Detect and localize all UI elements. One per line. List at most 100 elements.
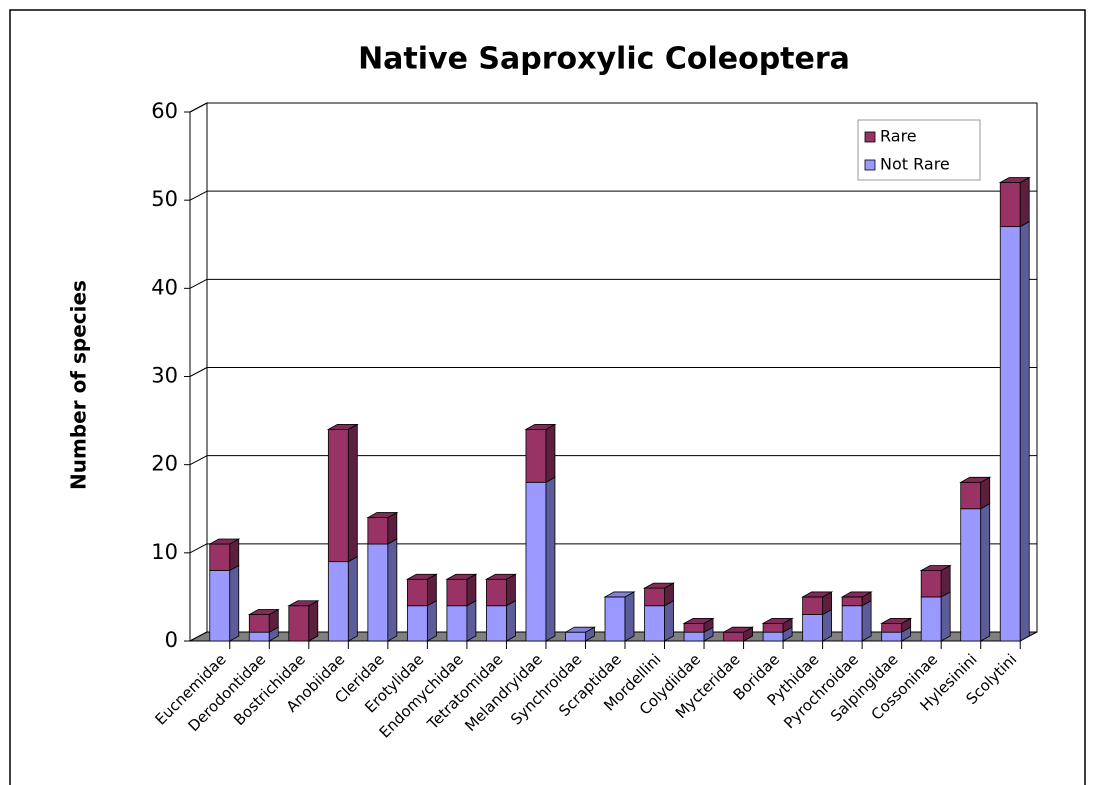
bar-segment — [723, 631, 744, 642]
bar-top — [801, 591, 834, 598]
bar-side — [545, 423, 556, 483]
bar-segment — [406, 578, 428, 607]
bar-top — [366, 512, 399, 518]
y-tick-label: 10 — [151, 540, 178, 564]
legend-box — [857, 119, 981, 181]
bar-segment — [683, 622, 705, 633]
bar-segment — [486, 605, 507, 642]
bar-side — [506, 573, 516, 607]
bar-segment — [999, 226, 1021, 642]
bar-top — [959, 476, 992, 483]
bar-top — [524, 424, 557, 430]
bar-segment — [999, 182, 1021, 228]
bar-top — [682, 617, 715, 624]
bar-segment — [960, 481, 982, 510]
bar-side — [426, 573, 437, 607]
legend: Rare Not Rare — [857, 119, 981, 181]
bar-segment — [920, 570, 942, 598]
legend-label: Rare — [880, 127, 917, 146]
bar-segment — [762, 631, 784, 642]
bar-top — [484, 573, 517, 580]
grid-line — [189, 190, 208, 201]
bar-top — [247, 609, 280, 615]
bar-side — [940, 591, 951, 642]
bar-side — [980, 476, 991, 510]
bar-side — [229, 564, 240, 642]
bar-side — [980, 503, 991, 642]
bar-side — [466, 600, 477, 642]
grid-line — [189, 455, 208, 466]
y-tick-label: 30 — [151, 364, 178, 388]
grid-line — [189, 102, 208, 113]
bar-segment — [406, 605, 428, 642]
bar-segment — [327, 428, 349, 563]
bar-segment — [525, 481, 547, 642]
bar-side — [940, 564, 951, 598]
bar-top — [880, 617, 913, 624]
bar-top — [919, 565, 952, 571]
bar-top — [840, 591, 873, 598]
bar-top — [326, 424, 359, 430]
bar-side — [347, 555, 358, 642]
chart-title: Native Saproxylic Coleoptera — [358, 42, 850, 77]
y-tick-label: 40 — [151, 275, 178, 299]
bar-segment — [288, 605, 310, 642]
bar-side — [387, 538, 398, 642]
y-axis-label: Number of species — [67, 280, 91, 490]
bar-top — [603, 591, 636, 598]
bar-top — [642, 582, 676, 589]
bar-segment — [683, 631, 705, 642]
bar-side — [545, 476, 556, 642]
bar-segment — [209, 543, 231, 571]
bar-segment — [960, 508, 982, 642]
bar-segment — [248, 614, 270, 633]
bar-segment — [367, 543, 389, 642]
frame — [9, 9, 1086, 785]
bar-top — [761, 617, 794, 624]
bar-segment — [525, 428, 547, 483]
bar-side — [506, 600, 516, 642]
bar-top — [405, 573, 438, 580]
legend-label: Not Rare — [880, 155, 950, 174]
bar-segment — [841, 605, 863, 642]
bar-side — [308, 600, 319, 642]
bar-segment — [881, 631, 903, 642]
bar-segment — [367, 517, 389, 545]
bar-side — [1019, 176, 1030, 228]
bar-segment — [644, 605, 665, 642]
bar-top — [445, 573, 478, 580]
y-tick-label: 50 — [151, 187, 178, 211]
y-tick-label: 60 — [151, 99, 178, 123]
grid-line — [189, 543, 208, 554]
bar-side — [861, 600, 872, 642]
bar-segment — [802, 596, 824, 615]
bar-segment — [486, 578, 507, 607]
bar-top — [287, 600, 320, 607]
bar-top — [722, 626, 755, 633]
bar-segment — [762, 622, 784, 633]
bar-segment — [920, 596, 942, 642]
legend-swatch — [864, 131, 876, 143]
bar-segment — [327, 561, 349, 642]
bar-segment — [802, 614, 824, 642]
y-tick-label: 0 — [165, 628, 178, 652]
bar-segment — [209, 570, 231, 642]
bar-top — [208, 538, 241, 545]
grid-line — [189, 367, 208, 377]
bar-segment — [248, 631, 270, 642]
bar-side — [1019, 220, 1030, 642]
bar-segment — [565, 631, 586, 642]
bar-side — [347, 423, 358, 563]
bar-top — [998, 177, 1031, 183]
grid-line — [189, 278, 208, 289]
bar-segment — [644, 587, 665, 607]
bar-segment — [446, 605, 468, 642]
y-tick-label: 20 — [151, 452, 178, 476]
bar-side — [624, 591, 635, 642]
bar-segment — [881, 622, 903, 633]
bar-top — [563, 626, 597, 633]
bar-side — [822, 608, 833, 642]
bar-side — [664, 600, 674, 642]
bar-side — [387, 511, 398, 545]
